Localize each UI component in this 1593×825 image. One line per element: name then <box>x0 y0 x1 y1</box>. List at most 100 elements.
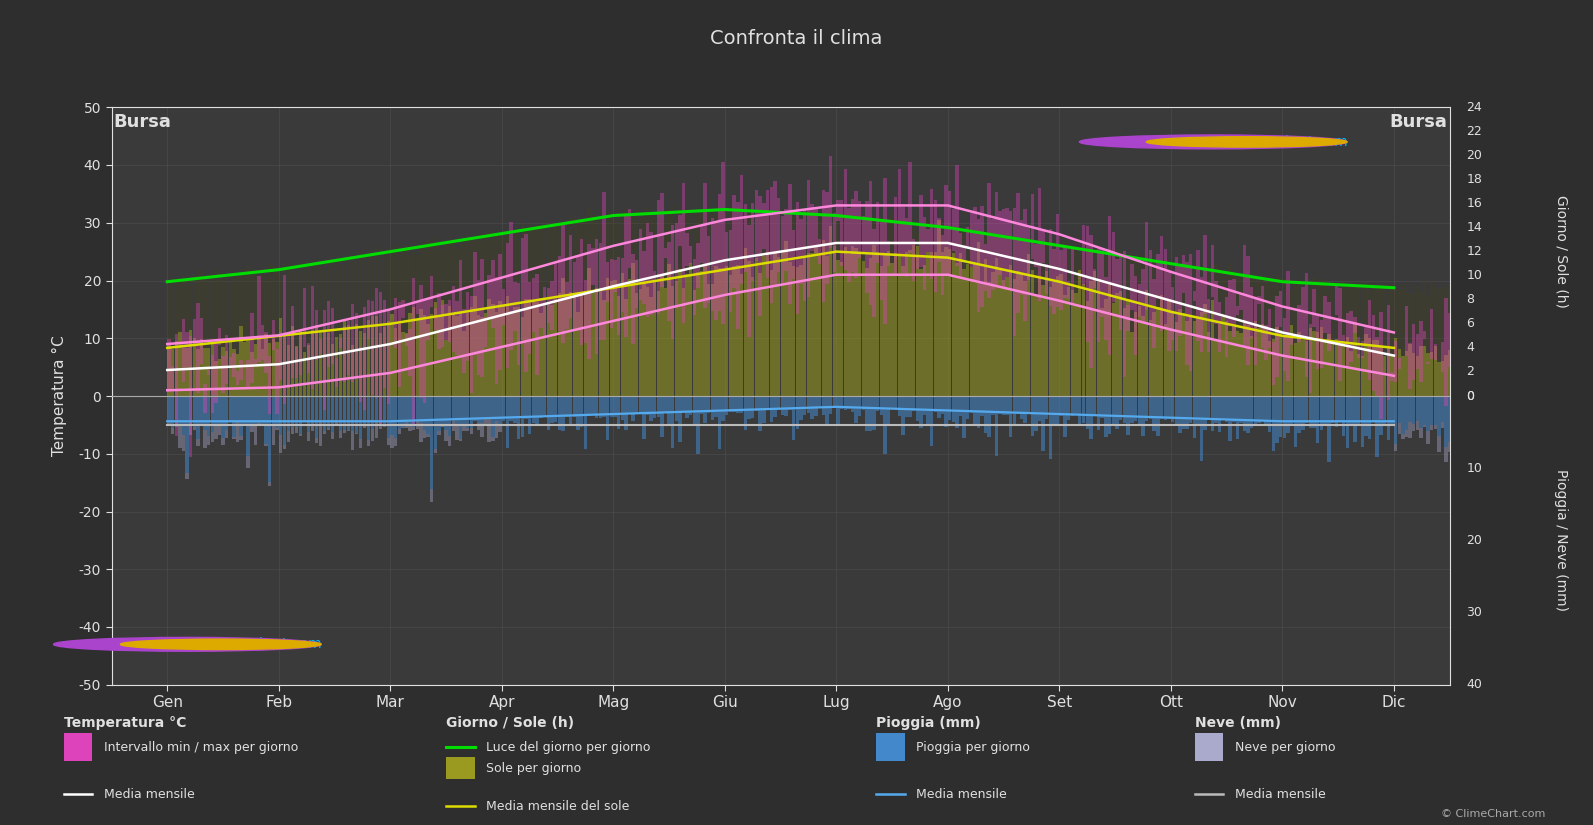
Bar <box>919 226 922 270</box>
Bar <box>355 396 358 433</box>
Bar <box>1126 261 1129 301</box>
Bar <box>653 217 656 281</box>
Bar <box>1451 284 1454 345</box>
Bar <box>1123 252 1126 377</box>
Bar <box>1005 236 1008 277</box>
Bar <box>1193 321 1196 396</box>
Bar <box>521 238 524 340</box>
Bar <box>451 242 456 313</box>
Bar <box>868 257 873 396</box>
Bar <box>1394 444 1397 451</box>
Bar <box>225 335 228 384</box>
Bar <box>408 328 411 376</box>
Text: 2: 2 <box>1466 365 1474 379</box>
Bar <box>405 422 408 428</box>
Bar <box>1402 435 1405 439</box>
Bar <box>1462 285 1466 347</box>
Text: 16: 16 <box>1466 197 1481 210</box>
Bar <box>350 345 354 396</box>
Bar <box>416 320 419 396</box>
Bar <box>1375 285 1380 340</box>
Bar <box>1380 396 1383 436</box>
Bar <box>1477 327 1480 370</box>
Bar <box>847 396 851 409</box>
Bar <box>292 263 295 327</box>
Bar <box>879 266 883 396</box>
Bar <box>459 261 462 358</box>
Bar <box>1171 396 1174 422</box>
Bar <box>264 333 268 396</box>
Bar <box>513 307 516 396</box>
Bar <box>459 241 462 312</box>
Bar <box>1020 273 1023 396</box>
Bar <box>795 202 800 314</box>
Bar <box>225 277 228 351</box>
Bar <box>1048 229 1051 306</box>
Bar <box>1085 396 1090 429</box>
Bar <box>1203 396 1207 430</box>
Bar <box>1196 396 1200 426</box>
Bar <box>323 396 327 431</box>
Bar <box>951 396 954 422</box>
Bar <box>1096 396 1101 430</box>
Bar <box>1349 287 1352 351</box>
Bar <box>405 396 408 422</box>
Bar <box>977 219 980 312</box>
Bar <box>393 438 397 446</box>
Bar <box>1324 281 1327 340</box>
Bar <box>253 343 256 396</box>
Bar <box>569 218 572 292</box>
Bar <box>1217 396 1222 431</box>
Bar <box>1491 333 1494 396</box>
Bar <box>636 294 639 396</box>
Bar <box>366 320 370 396</box>
Bar <box>1313 396 1316 428</box>
Bar <box>250 269 253 352</box>
Bar <box>335 358 338 387</box>
Bar <box>1469 396 1474 424</box>
Bar <box>401 332 405 396</box>
Bar <box>253 396 256 426</box>
Bar <box>268 342 271 396</box>
Bar <box>1002 235 1005 280</box>
Bar <box>1423 281 1426 346</box>
Bar <box>1090 281 1093 396</box>
Bar <box>448 299 451 342</box>
Bar <box>1254 280 1257 322</box>
Bar <box>811 396 814 419</box>
Bar <box>688 396 693 415</box>
Bar <box>487 396 491 418</box>
Bar <box>1126 396 1129 435</box>
Bar <box>331 344 335 396</box>
Bar <box>1217 267 1222 323</box>
Bar <box>862 218 865 262</box>
Bar <box>1070 249 1074 304</box>
Bar <box>422 243 427 315</box>
Bar <box>196 275 199 349</box>
Bar <box>624 215 628 337</box>
Bar <box>1211 244 1214 297</box>
Bar <box>803 215 806 257</box>
Bar <box>1134 276 1137 355</box>
Bar <box>516 396 521 440</box>
Bar <box>1002 210 1005 290</box>
Bar <box>350 304 354 382</box>
Bar <box>413 396 416 427</box>
Bar <box>303 289 306 346</box>
Bar <box>616 257 620 335</box>
Bar <box>1023 209 1027 321</box>
Bar <box>444 396 448 431</box>
Bar <box>1349 311 1352 362</box>
Bar <box>339 431 342 438</box>
Bar <box>1002 396 1005 415</box>
Bar <box>733 210 736 266</box>
Bar <box>1045 242 1048 271</box>
Bar <box>1305 396 1308 422</box>
Bar <box>1437 436 1440 452</box>
Bar <box>1262 280 1265 323</box>
Bar <box>210 396 213 431</box>
Bar <box>221 356 225 394</box>
Bar <box>1494 422 1497 423</box>
Bar <box>387 321 390 396</box>
Bar <box>207 348 210 396</box>
